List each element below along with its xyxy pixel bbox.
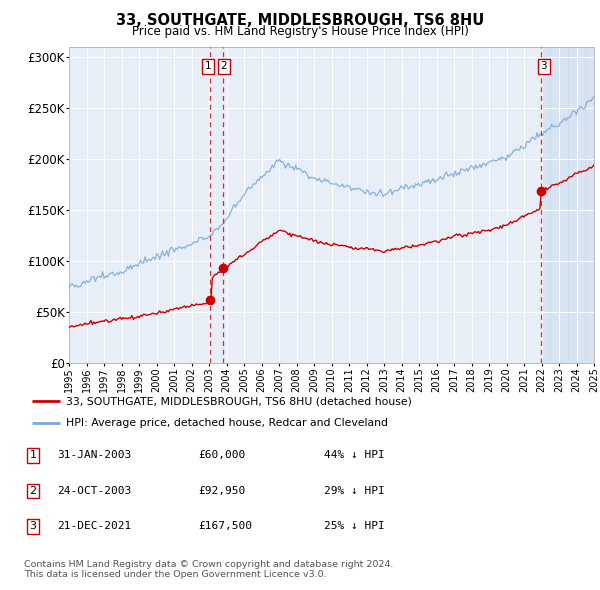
Text: 1: 1 [205,61,211,71]
Text: 44% ↓ HPI: 44% ↓ HPI [324,451,385,460]
Text: 33, SOUTHGATE, MIDDLESBROUGH, TS6 8HU: 33, SOUTHGATE, MIDDLESBROUGH, TS6 8HU [116,13,484,28]
Text: 2: 2 [221,61,227,71]
Text: 25% ↓ HPI: 25% ↓ HPI [324,522,385,531]
Text: 31-JAN-2003: 31-JAN-2003 [57,451,131,460]
Text: 24-OCT-2003: 24-OCT-2003 [57,486,131,496]
Text: 2: 2 [29,486,37,496]
Text: £92,950: £92,950 [198,486,245,496]
Text: 3: 3 [540,61,547,71]
Text: 29% ↓ HPI: 29% ↓ HPI [324,486,385,496]
Text: £60,000: £60,000 [198,451,245,460]
Text: £167,500: £167,500 [198,522,252,531]
Text: HPI: Average price, detached house, Redcar and Cleveland: HPI: Average price, detached house, Redc… [66,418,388,428]
Text: 1: 1 [29,451,37,460]
Text: 21-DEC-2021: 21-DEC-2021 [57,522,131,531]
Bar [542,47,594,363]
Text: Contains HM Land Registry data © Crown copyright and database right 2024.
This d: Contains HM Land Registry data © Crown c… [24,560,394,579]
Text: 33, SOUTHGATE, MIDDLESBROUGH, TS6 8HU (detached house): 33, SOUTHGATE, MIDDLESBROUGH, TS6 8HU (d… [66,396,412,407]
Text: 3: 3 [29,522,37,531]
Text: Price paid vs. HM Land Registry's House Price Index (HPI): Price paid vs. HM Land Registry's House … [131,25,469,38]
